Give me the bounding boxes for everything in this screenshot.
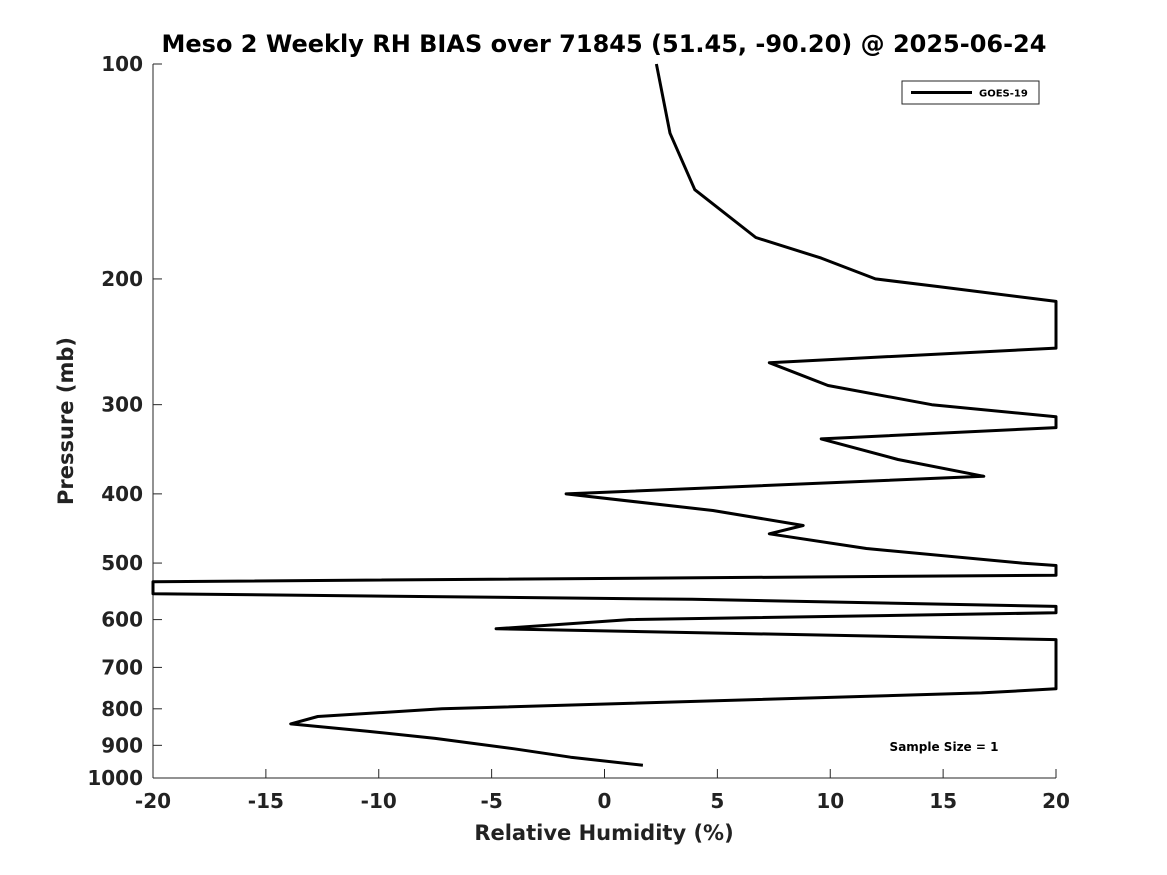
y-tick-label: 500 (101, 551, 143, 575)
y-tick-label: 800 (101, 697, 143, 721)
x-tick-label: 20 (1042, 789, 1070, 813)
chart-title: Meso 2 Weekly RH BIAS over 71845 (51.45,… (162, 30, 1047, 58)
x-tick-label: 5 (710, 789, 724, 813)
x-axis-label: Relative Humidity (%) (474, 821, 733, 845)
x-tick-label: -5 (481, 789, 503, 813)
sample-size-annotation: Sample Size = 1 (890, 740, 999, 754)
y-axis-label: Pressure (mb) (54, 337, 78, 505)
x-tick-label: -15 (248, 789, 284, 813)
plot-axes: -20 -15 -10 -5 0 5 10 15 20 100 200 300 400 500 600 700… (87, 52, 1070, 813)
y-tick-label: 300 (101, 393, 143, 417)
y-tick-label: 600 (101, 608, 143, 632)
x-tick-label: -20 (135, 789, 171, 813)
x-tick-label: 0 (598, 789, 612, 813)
y-tick-label: 100 (101, 52, 143, 76)
y-tick-label: 200 (101, 267, 143, 291)
y-tick-label: 900 (101, 733, 143, 757)
legend: GOES-19 (901, 80, 1040, 105)
y-tick-label: 700 (101, 655, 143, 679)
y-tick-label: 1000 (87, 766, 143, 790)
series-line-GOES-19 (151, 63, 1058, 767)
plot-data (151, 63, 1058, 767)
x-tick-label: 15 (929, 789, 957, 813)
legend-label: GOES-19 (979, 89, 1028, 100)
x-tick-label: -10 (361, 789, 397, 813)
x-tick-label: 10 (816, 789, 844, 813)
y-tick-label: 400 (101, 482, 143, 506)
